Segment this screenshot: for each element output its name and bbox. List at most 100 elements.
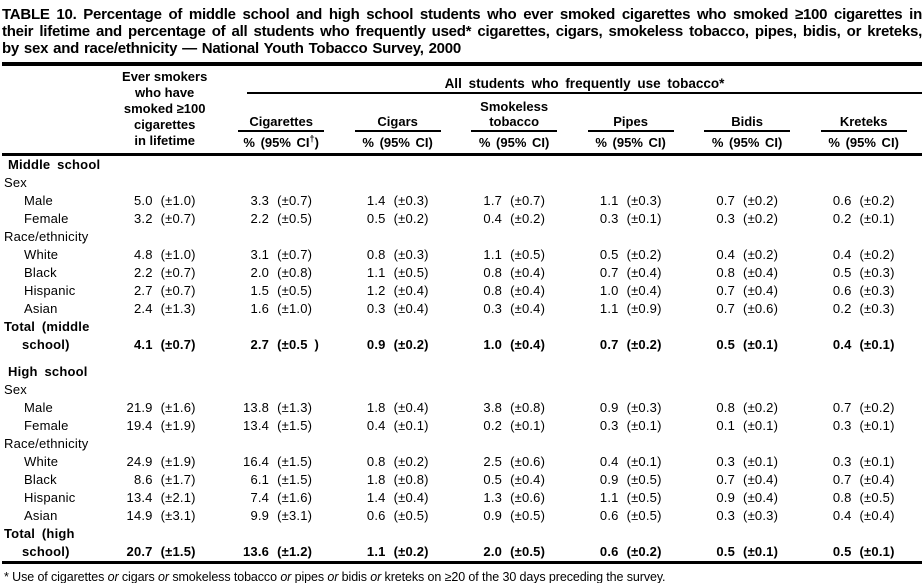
cell-ci: (±0.4) xyxy=(393,490,429,505)
cell-ci: (±1.5) xyxy=(277,418,313,433)
column-header-cigars: Cigars xyxy=(339,94,455,133)
cell-pct: 13.4 xyxy=(126,490,153,505)
ever-smokers-line: cigarettes xyxy=(133,117,196,132)
cell-ci: (±0.5) xyxy=(393,508,429,523)
footnote-1: * Use of cigarettes or cigars or smokele… xyxy=(4,569,922,583)
cell-pct: 0.7 xyxy=(716,283,736,298)
cell-pct: 0.6 xyxy=(366,508,386,523)
ci-header-row: % (95% CI†)% (95% CI)% (95% CI)% (95% CI… xyxy=(2,132,922,154)
cell-pct: 0.4 xyxy=(483,211,503,226)
cell-ci: (±1.0) xyxy=(160,193,196,208)
column-header-cigarettes: Cigarettes xyxy=(223,94,339,133)
cell-pct: 4.1 xyxy=(133,337,153,352)
cell-pct: 0.5 xyxy=(716,544,736,559)
table-row: Male 21.9 (±1.6) 13.8 (±1.3) 1.8 (±0.4) 3.8 (±0.… xyxy=(2,399,922,417)
cell-pct: 2.5 xyxy=(483,454,503,469)
cell-ci: (±0.9) xyxy=(626,301,662,316)
product-header-row: Cigarettes Cigars Smokeless tobacco Pipes Bid… xyxy=(2,94,922,133)
cell-pct: 0.1 xyxy=(716,418,736,433)
ci-subheader-bidis: % (95% CI) xyxy=(689,132,805,154)
footnote-text: cigars xyxy=(118,570,159,583)
cell-ci: (±0.2) xyxy=(393,337,429,352)
cell-pct: 1.4 xyxy=(366,490,386,505)
ci-subheader-close: ) xyxy=(545,135,550,150)
cell-pct: 1.2 xyxy=(366,283,386,298)
cell-pct: 1.5 xyxy=(250,283,270,298)
cell-ci: (±0.2) xyxy=(743,247,779,262)
cell-pct: 0.5 xyxy=(483,472,503,487)
cell-pct: 0.7 xyxy=(599,265,619,280)
footnotes: * Use of cigarettes or cigars or smokele… xyxy=(4,569,922,583)
cell-ci: (±0.5) xyxy=(277,211,313,226)
footnote-text: bidis xyxy=(338,570,371,583)
cell-pct: 0.7 xyxy=(832,472,852,487)
cell-ci: (±1.5) xyxy=(277,454,313,469)
cell-ci: (±0.1) xyxy=(626,418,662,433)
cell-ci: (±0.2) xyxy=(393,211,429,226)
cell-pct: 1.1 xyxy=(599,193,619,208)
cell-ci: (±0.5) xyxy=(626,508,662,523)
cell-pct: 0.8 xyxy=(366,454,386,469)
cell-pct: 0.9 xyxy=(483,508,503,523)
ever-smokers-line: smoked ≥100 xyxy=(123,101,206,116)
table-row: Female 3.2 (±0.7) 2.2 (±0.5) 0.5 (±0.2) 0.4 (±0.… xyxy=(2,210,922,228)
cell-pct: 1.8 xyxy=(366,400,386,415)
all-students-header-text: All students who frequently use tobacco* xyxy=(246,76,922,95)
cell-ci: (±0.3) xyxy=(393,247,429,262)
cell-pct: 9.9 xyxy=(250,508,270,523)
cell-pct: 0.8 xyxy=(483,265,503,280)
cell-ci: (±0.8) xyxy=(277,265,313,280)
cell-ci: (±0.8) xyxy=(510,400,546,415)
cell-ci: (±0.4) xyxy=(510,472,546,487)
cell-ci: (±0.3) xyxy=(743,508,779,523)
cell-pct: 2.0 xyxy=(250,265,270,280)
row-label: Male xyxy=(24,400,53,415)
cell-ci: (±1.5) xyxy=(160,544,196,559)
cell-pct: 19.4 xyxy=(126,418,153,433)
footnote-text: * Use of cigarettes xyxy=(4,570,108,583)
row-label: school) xyxy=(22,544,70,559)
cell-pct: 0.3 xyxy=(832,418,852,433)
cell-pct: 3.2 xyxy=(133,211,153,226)
ci-subheader-cigarettes: % (95% CI†) xyxy=(223,132,339,154)
row-label-column-header xyxy=(2,64,106,155)
column-header-kreteks: Kreteks xyxy=(805,94,922,133)
ever-smokers-header: Ever smokers who have smoked ≥100 cigarette… xyxy=(106,64,222,155)
ever-smokers-line: who have xyxy=(135,85,195,100)
cell-ci: (±0.7) xyxy=(277,247,313,262)
cell-ci: (±0.4) xyxy=(510,283,546,298)
ci-subheader-close: ) xyxy=(894,135,899,150)
cell-pct: 0.4 xyxy=(366,418,386,433)
cell-ci: (±0.5) xyxy=(510,508,546,523)
cell-pct: 0.5 xyxy=(366,211,386,226)
table-row: school) 20.7 (±1.5) 13.6 (±1.2) 1.1 (±0.2) 2.0 (… xyxy=(2,543,922,563)
ci-subheader-text: % (95% CI xyxy=(362,135,429,150)
ci-subheader-cigars: % (95% CI) xyxy=(339,132,455,154)
table-row: Middle school xyxy=(2,155,922,175)
cell-ci: (±0.4) xyxy=(859,508,895,523)
cell-ci: (±0.5 ) xyxy=(277,337,319,352)
cell-ci: (±1.9) xyxy=(160,418,196,433)
cell-ci: (±0.5) xyxy=(859,490,895,505)
column-header-bidis: Bidis xyxy=(689,94,805,133)
cell-ci: (±0.3) xyxy=(626,193,662,208)
cell-pct: 0.5 xyxy=(599,247,619,262)
cell-pct: 0.2 xyxy=(832,301,852,316)
cell-ci: (±0.4) xyxy=(510,265,546,280)
cell-ci: (±0.4) xyxy=(393,301,429,316)
column-header-line: Pipes xyxy=(587,114,674,133)
cell-ci: (±1.7) xyxy=(160,472,196,487)
row-label: White xyxy=(24,247,59,262)
table-row: Race/ethnicity xyxy=(2,435,922,453)
cell-pct: 6.1 xyxy=(250,472,270,487)
all-students-header: All students who frequently use tobacco* xyxy=(223,64,922,95)
row-label: White xyxy=(24,454,59,469)
cell-ci: (±1.0) xyxy=(277,301,313,316)
cell-ci: (±0.3) xyxy=(626,400,662,415)
table-row: White 4.8 (±1.0) 3.1 (±0.7) 0.8 (±0.3) 1.1 (±0.5… xyxy=(2,246,922,264)
cell-pct: 0.2 xyxy=(483,418,503,433)
cell-pct: 14.9 xyxy=(126,508,153,523)
cell-pct: 13.4 xyxy=(243,418,270,433)
cell-pct: 0.4 xyxy=(599,454,619,469)
cell-ci: (±0.5) xyxy=(626,472,662,487)
